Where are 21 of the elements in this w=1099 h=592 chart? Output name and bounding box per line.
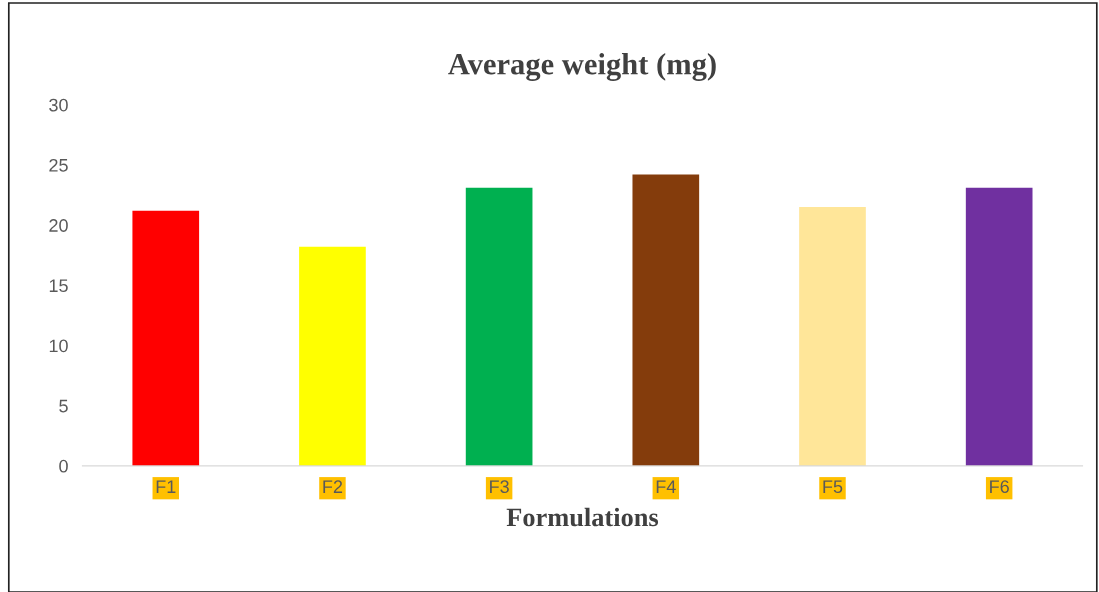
x-tick-label: F4 [656, 480, 676, 493]
chart-title: Average weight (mg) [448, 53, 716, 81]
y-tick-label: 25 [49, 158, 68, 172]
x-tick-label: F3 [490, 480, 509, 494]
y-tick-label: 10 [49, 339, 68, 353]
bar [799, 207, 866, 466]
y-tick-label: 20 [49, 219, 68, 232]
x-tick-label: F2 [323, 480, 343, 493]
y-tick-label: 0 [59, 459, 68, 473]
bar [299, 246, 366, 466]
y-tick-label: 30 [49, 98, 68, 112]
x-tick-label: F1 [156, 480, 176, 493]
bar [632, 174, 700, 466]
x-tick-label: F6 [990, 480, 1009, 494]
bar [465, 187, 533, 466]
y-tick-label: 15 [49, 279, 68, 293]
y-tick-label: 5 [59, 399, 68, 413]
bar [965, 187, 1033, 466]
x-axis-title: Formulations [506, 507, 659, 527]
x-tick-label: F5 [823, 480, 843, 494]
bar [132, 210, 200, 466]
